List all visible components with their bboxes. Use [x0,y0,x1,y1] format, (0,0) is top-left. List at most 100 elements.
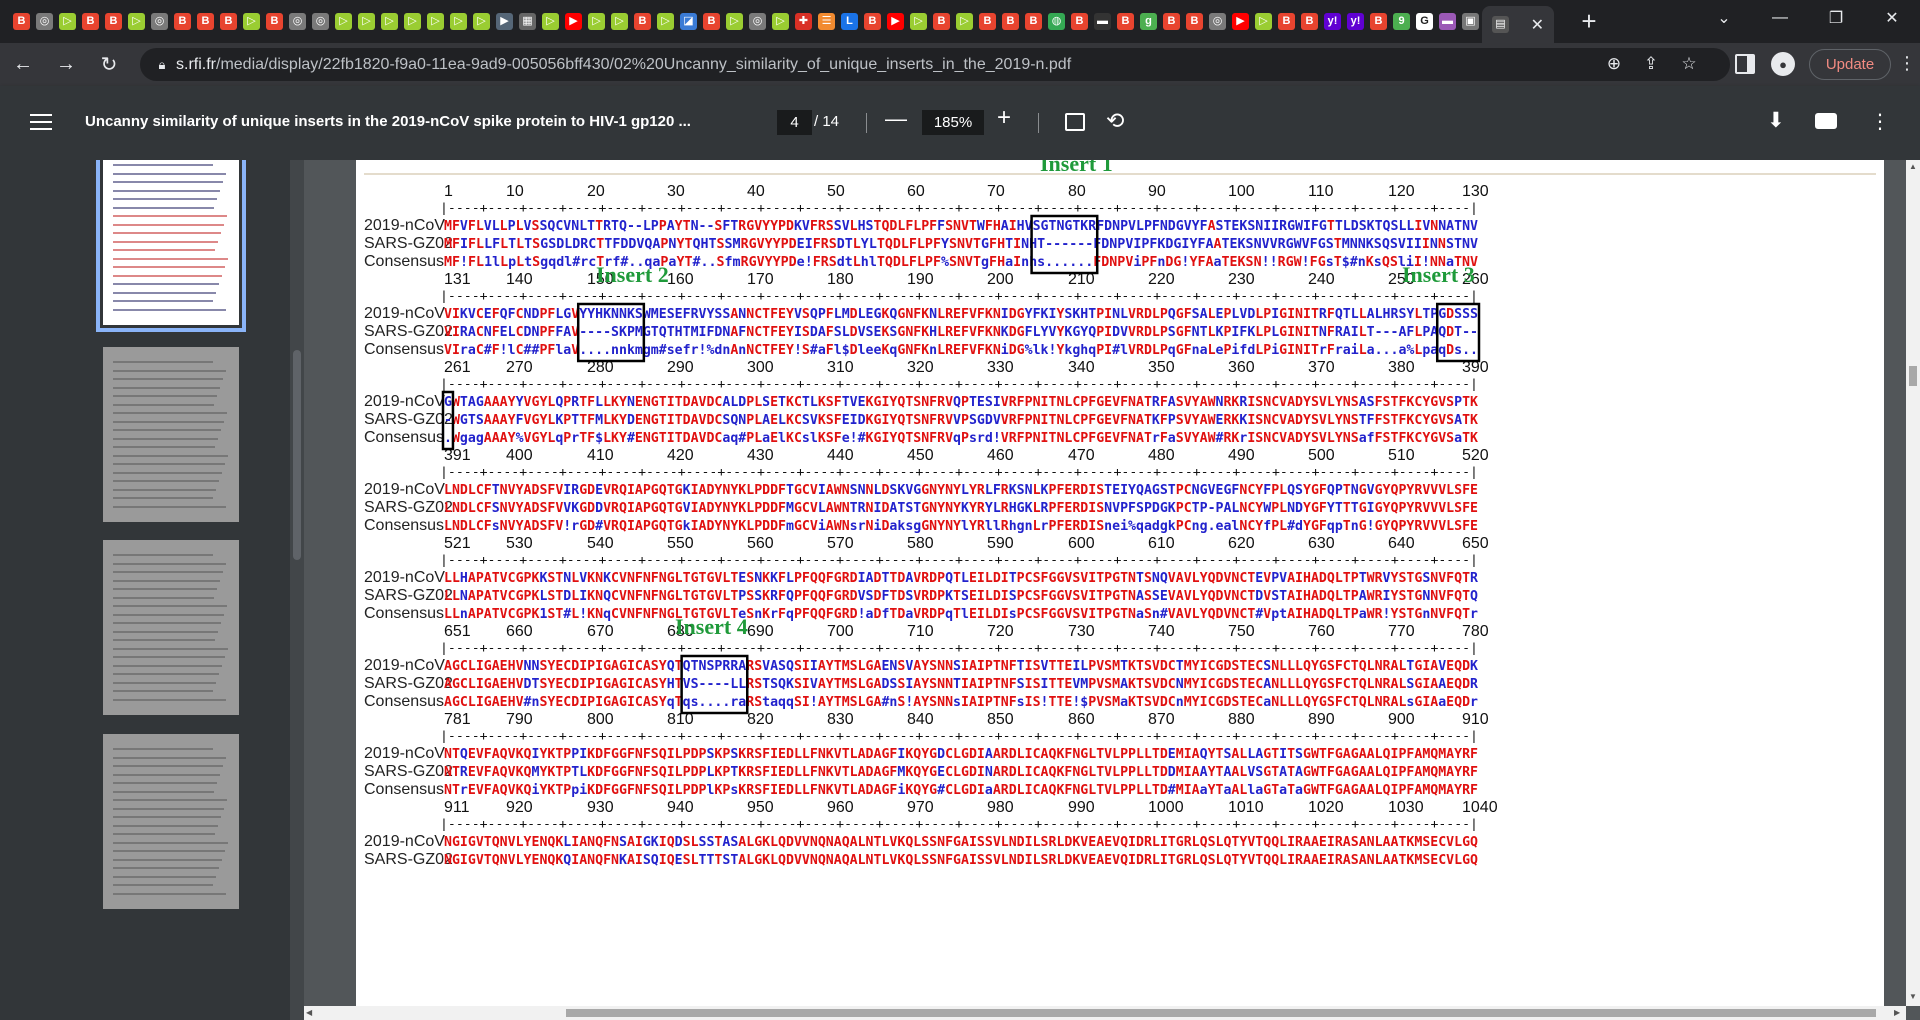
lock-icon[interactable]: 🔒︎ [158,56,166,72]
update-button[interactable]: Update [1809,49,1891,80]
browser-tab[interactable]: B [631,7,654,37]
browser-tab[interactable]: B [1022,7,1045,37]
browser-tab[interactable]: ▷ [401,7,424,37]
zoom-magnifier-icon[interactable]: ⊕ [1606,54,1622,73]
browser-tab[interactable]: B [102,7,125,37]
vertical-scroll-thumb[interactable] [1909,366,1917,386]
browser-tab[interactable]: ▷ [355,7,378,37]
browser-tab[interactable]: ▣ [1459,7,1482,37]
close-tab-icon[interactable]: ✕ [1530,16,1544,34]
zoom-level-input[interactable]: 185% [922,110,984,135]
browser-tab[interactable]: ▦ [516,7,539,37]
browser-tab[interactable]: ✚ [792,7,815,37]
zoom-in-icon[interactable]: + [997,104,1012,131]
browser-tab[interactable]: B [1298,7,1321,37]
browser-tab[interactable]: B [194,7,217,37]
browser-tab[interactable]: B [930,7,953,37]
browser-tab[interactable]: ◍ [1045,7,1068,37]
rotate-icon[interactable]: ⟲ [1106,108,1125,133]
browser-tab[interactable]: ▬ [1091,7,1114,37]
browser-tab[interactable]: B [999,7,1022,37]
browser-tab[interactable]: 9 [1390,7,1413,37]
page-thumbnail[interactable]: 6 [103,540,239,752]
browser-tab[interactable]: ◎ [286,7,309,37]
sidebar-menu-icon[interactable] [30,114,52,135]
browser-tab[interactable]: ▷ [240,7,263,37]
page-thumbnail[interactable]: 5 [103,347,239,559]
browser-tab[interactable]: ▷ [953,7,976,37]
horizontal-scroll-thumb[interactable] [566,1009,1876,1017]
sidebar-scroll-thumb[interactable] [293,350,301,560]
browser-tab[interactable]: B [700,7,723,37]
browser-tab[interactable]: ◎ [309,7,332,37]
restore-icon[interactable]: ❐ [1828,10,1844,27]
address-bar[interactable]: 🔒︎ s.rfi.fr/media/display/22fb1820-f9a0-… [140,48,1730,81]
browser-tab[interactable]: ▷ [585,7,608,37]
browser-tab[interactable]: ◎ [148,7,171,37]
browser-tab[interactable]: B [217,7,240,37]
browser-tab[interactable]: ▶ [884,7,907,37]
download-icon[interactable]: ⬇ [1767,109,1785,132]
browser-tab[interactable]: L [838,7,861,37]
horizontal-scrollbar[interactable]: ◀ ▶ [304,1006,1906,1020]
browser-tab[interactable]: ☰ [815,7,838,37]
browser-tab[interactable]: ◪ [677,7,700,37]
reload-icon[interactable]: ↻ [100,54,118,76]
zoom-out-icon[interactable]: — [885,106,907,131]
browser-tab[interactable]: ▷ [539,7,562,37]
browser-tab[interactable]: B [1068,7,1091,37]
browser-tab[interactable]: ▷ [56,7,79,37]
browser-tab[interactable]: ▷ [654,7,677,37]
browser-tab[interactable]: B [976,7,999,37]
browser-tab[interactable]: ◎ [33,7,56,37]
browser-tab[interactable]: B [263,7,286,37]
browser-tab[interactable]: g [1137,7,1160,37]
url-text[interactable]: s.rfi.fr/media/display/22fb1820-f9a0-11e… [176,56,1071,74]
browser-tab[interactable]: y! [1321,7,1344,37]
side-panel-icon[interactable] [1735,54,1755,74]
browser-tab[interactable]: ▶ [493,7,516,37]
minimize-icon[interactable]: — [1772,9,1788,26]
browser-tab[interactable]: ▷ [1252,7,1275,37]
browser-tab[interactable]: ▶ [1229,7,1252,37]
browser-tab[interactable]: G [1413,7,1436,37]
browser-tab[interactable]: ▷ [723,7,746,37]
page-thumbnail[interactable]: 4 [96,160,246,362]
share-icon[interactable]: ⇪ [1643,54,1659,73]
browser-tab[interactable]: y! [1344,7,1367,37]
browser-tab[interactable]: ▷ [769,7,792,37]
back-arrow-icon[interactable]: ← [13,53,33,75]
browser-tab[interactable]: ▷ [424,7,447,37]
close-window-icon[interactable]: ✕ [1885,10,1899,27]
pdf-viewer[interactable]: 1 10 20 30 40 50 60 70 80 90 100 110 120 130 |----+---… [304,160,1906,1006]
browser-tab[interactable]: ▷ [378,7,401,37]
page-number-input[interactable]: 4 [777,110,812,135]
sidebar-scrollbar[interactable] [290,160,304,1020]
browser-tab[interactable]: B [79,7,102,37]
browser-tab[interactable]: ▷ [907,7,930,37]
browser-tab[interactable]: B [10,7,33,37]
browser-tab[interactable]: ▷ [470,7,493,37]
new-tab-button[interactable]: + [1581,6,1597,36]
browser-tab[interactable]: ▶ [562,7,585,37]
fit-page-icon[interactable] [1065,113,1085,131]
browser-tab[interactable]: B [1367,7,1390,37]
browser-menu-icon[interactable]: ⋮ [1898,53,1916,73]
browser-tab[interactable]: B [1114,7,1137,37]
browser-tab[interactable]: ▬ [1436,7,1459,37]
print-icon[interactable] [1815,113,1837,129]
pdf-more-icon[interactable]: ⋮ [1870,111,1890,133]
vertical-scrollbar[interactable]: ▲ ▼ [1906,160,1920,1006]
browser-tab[interactable]: ▷ [332,7,355,37]
browser-tab[interactable]: ▷ [608,7,631,37]
browser-tab[interactable]: B [1160,7,1183,37]
browser-tab[interactable]: ◎ [746,7,769,37]
profile-avatar-icon[interactable]: ● [1771,52,1795,76]
page-thumbnail[interactable] [103,734,239,909]
active-tab[interactable]: ▤ ✕ [1482,6,1554,43]
browser-tab[interactable]: B [1275,7,1298,37]
browser-tab[interactable]: ▷ [447,7,470,37]
browser-tab[interactable]: ▷ [125,7,148,37]
forward-arrow-icon[interactable]: → [56,53,76,75]
tab-search-icon[interactable]: ⌄ [1717,10,1731,27]
